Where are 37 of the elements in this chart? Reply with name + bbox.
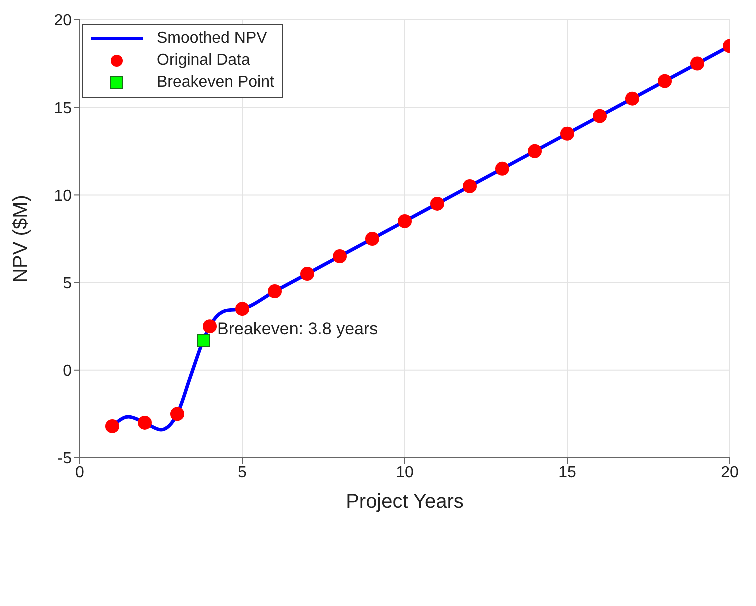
y-tick-label: 10 — [54, 188, 72, 205]
x-axis-title: Project Years — [346, 491, 464, 513]
legend-label: Breakeven Point — [157, 74, 274, 92]
x-tick-label: 0 — [76, 464, 85, 482]
point — [690, 56, 704, 71]
x-tick-label: 20 — [721, 464, 739, 482]
x-tick-label: 5 — [238, 464, 248, 482]
point — [106, 419, 120, 434]
point — [170, 407, 184, 422]
y-tick-label: 20 — [54, 12, 72, 30]
point — [203, 320, 217, 334]
y-axis-title: NPV ($M) — [10, 195, 32, 283]
legend-label: Original Data — [157, 52, 250, 70]
y-tick-label: 5 — [63, 275, 72, 292]
point — [593, 109, 607, 124]
point — [463, 179, 477, 194]
point — [626, 92, 640, 106]
point — [138, 416, 152, 430]
legend-label: Smoothed NPV — [157, 30, 268, 48]
point — [236, 302, 250, 316]
x-tick-label: 15 — [558, 464, 576, 482]
y-tick-label: 15 — [54, 100, 72, 118]
point — [658, 74, 672, 88]
point — [528, 144, 542, 158]
point — [333, 250, 347, 264]
point — [300, 267, 314, 282]
point — [366, 232, 380, 246]
y-tick-label: 0 — [63, 363, 72, 380]
point — [197, 334, 210, 348]
x-tick-label: 10 — [396, 464, 414, 482]
point — [398, 214, 412, 228]
point — [560, 126, 574, 141]
point — [496, 162, 510, 176]
point — [430, 196, 444, 211]
y-tick-label: -5 — [58, 450, 72, 468]
point — [268, 284, 282, 299]
annotation: Breakeven: 3.8 years — [218, 320, 378, 339]
